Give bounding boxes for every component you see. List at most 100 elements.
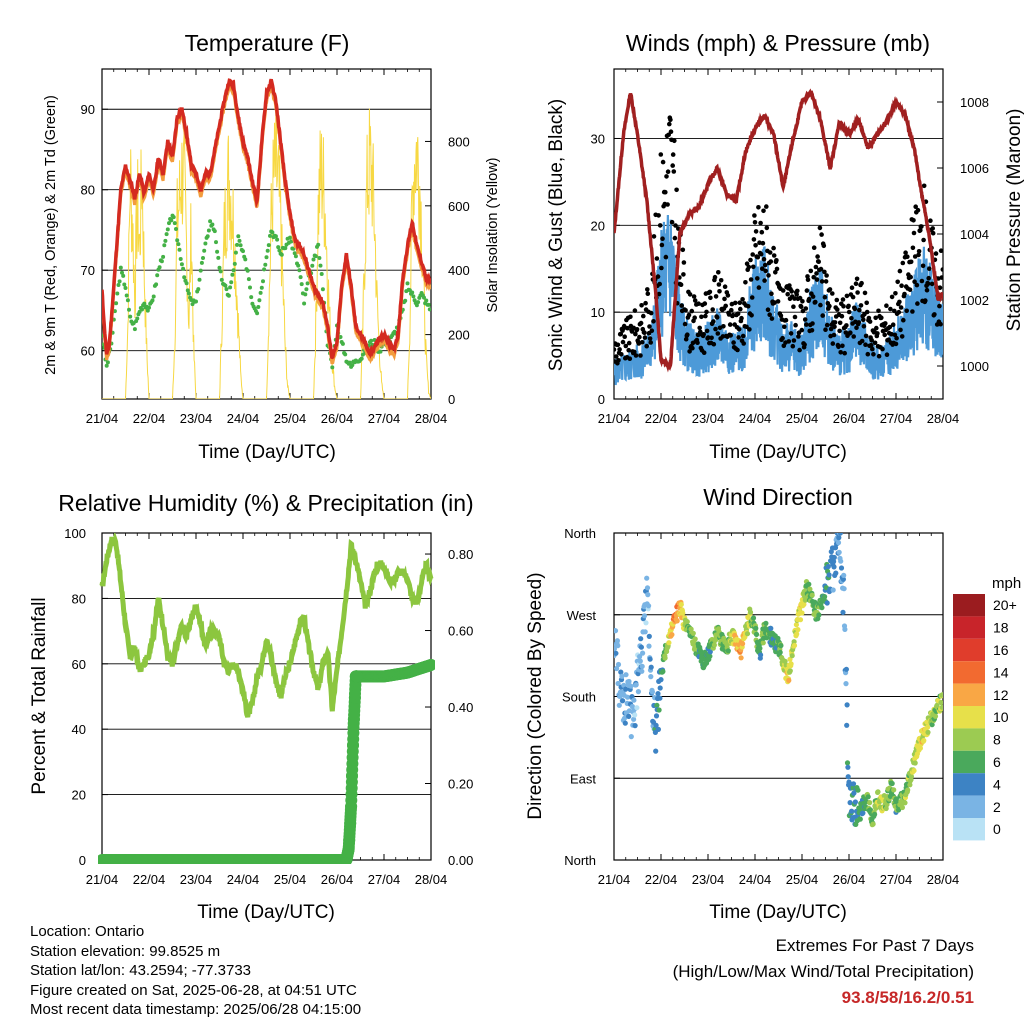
humidity-panel: Relative Humidity (%) & Precipitation (i… — [29, 490, 474, 923]
colorbar-label: 16 — [993, 642, 1009, 658]
direction-point — [867, 807, 874, 813]
temperature-panel: Temperature (F) 2m & 9m T (Red, Orange) … — [43, 30, 501, 463]
gust-point — [730, 312, 736, 318]
direction-point — [623, 672, 629, 678]
gust-point — [802, 317, 808, 322]
gust-point — [899, 334, 905, 339]
gust-point — [875, 331, 880, 336]
direction-point — [932, 713, 939, 719]
gust-point — [884, 303, 889, 309]
gust-point — [760, 266, 765, 272]
direction-y-tick-label: North — [564, 853, 596, 868]
dewpoint-point — [338, 335, 343, 339]
gust-point — [849, 285, 855, 291]
gust-point — [670, 152, 676, 157]
direction-point — [849, 808, 855, 814]
gust-point — [882, 332, 887, 338]
humidity-x-tick-label: 23/04 — [180, 872, 213, 887]
gust-point — [848, 330, 853, 336]
gust-point — [898, 327, 903, 333]
gust-point — [852, 306, 858, 312]
dewpoint-point — [142, 301, 147, 306]
gust-point — [758, 220, 763, 226]
direction-x-tick-label: 25/04 — [786, 872, 819, 887]
gust-point — [908, 259, 914, 265]
direction-x-label: Time (Day/UTC) — [709, 902, 847, 923]
gust-point — [869, 338, 874, 343]
direction-point — [622, 720, 628, 726]
direction-point — [615, 661, 622, 668]
gust-point — [620, 339, 626, 345]
winds-x-tick-label: 23/04 — [692, 411, 725, 426]
gust-point — [714, 315, 720, 320]
gust-point — [753, 229, 759, 234]
gust-point — [733, 300, 738, 306]
direction-point — [788, 661, 794, 667]
gust-point — [927, 266, 932, 272]
winds-x-tick-label: 24/04 — [739, 411, 772, 426]
gust-point — [851, 334, 856, 339]
gust-point — [814, 277, 820, 282]
gust-point — [638, 353, 643, 358]
direction-title: Wind Direction — [703, 484, 853, 510]
temperature-x-label: Time (Day/UTC) — [198, 442, 336, 463]
direction-point — [674, 618, 680, 624]
dewpoint-point — [216, 255, 221, 260]
dewpoint-point — [178, 257, 183, 261]
gust-point — [876, 308, 881, 314]
gust-point — [665, 202, 670, 207]
gust-point — [838, 350, 843, 355]
dewpoint-point — [318, 263, 323, 268]
gust-point — [647, 336, 653, 341]
direction-point — [940, 692, 943, 698]
gust-point — [729, 307, 734, 313]
direction-point — [838, 558, 844, 564]
gust-point — [747, 327, 752, 332]
direction-point — [777, 649, 783, 656]
gust-point — [867, 319, 873, 324]
gust-point — [751, 237, 757, 242]
direction-point — [795, 627, 801, 633]
direction-point — [632, 712, 638, 718]
direction-point — [666, 640, 672, 646]
gust-point — [704, 328, 710, 334]
temperature-2m-line — [102, 78, 431, 360]
dewpoint-point — [405, 281, 410, 286]
gust-point — [687, 292, 693, 297]
winds-y-tick-label: 0 — [598, 392, 605, 407]
direction-point — [632, 723, 638, 729]
gust-point — [753, 243, 758, 248]
gust-point — [645, 287, 650, 292]
direction-point — [618, 669, 624, 675]
colorbar-swatch — [953, 706, 985, 729]
gust-point — [846, 303, 851, 309]
direction-point — [760, 640, 766, 646]
latlon-text: Station lat/lon: 43.2594; -77.3733 — [30, 962, 252, 979]
gust-point — [791, 338, 797, 343]
direction-point — [830, 587, 836, 593]
gust-point — [842, 350, 847, 356]
gust-point — [735, 311, 741, 317]
rainfall-point — [350, 670, 363, 683]
gust-point — [791, 304, 796, 310]
gust-point — [656, 213, 661, 218]
gust-point — [769, 291, 774, 297]
direction-point — [836, 535, 842, 541]
temperature-x-tick-label: 28/04 — [415, 411, 448, 426]
gust-point — [696, 301, 701, 307]
winds-y-tick-label: 10 — [591, 305, 605, 320]
direction-point — [628, 683, 634, 689]
direction-point — [883, 805, 889, 812]
dewpoint-point — [305, 281, 310, 286]
direction-point — [707, 653, 713, 659]
gust-point — [864, 309, 870, 315]
gust-point — [615, 342, 621, 348]
direction-point — [925, 729, 931, 735]
direction-point — [896, 807, 902, 813]
direction-point — [639, 663, 645, 670]
dewpoint-point — [179, 262, 184, 267]
colorbar-label: 0 — [993, 821, 1001, 837]
gust-point — [660, 159, 666, 165]
dewpoint-point — [199, 260, 204, 265]
solar-y-tick-label: 400 — [448, 263, 470, 278]
